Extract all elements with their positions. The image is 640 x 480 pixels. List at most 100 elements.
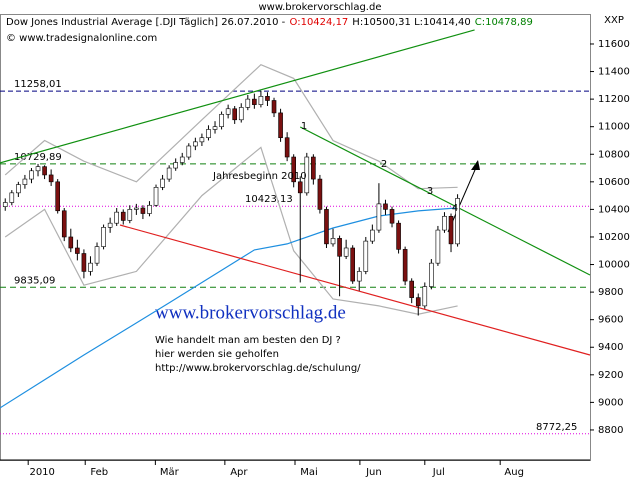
axis-label: XXP	[604, 15, 624, 26]
candle-body	[88, 262, 93, 272]
x-tick-label: Aug	[504, 467, 524, 478]
candle-body	[396, 222, 401, 250]
candle-body	[35, 166, 41, 172]
candle-body	[166, 167, 172, 180]
y-tick-label: 8800	[598, 425, 623, 436]
candle-body	[245, 98, 251, 108]
y-tick-label: 11000	[598, 122, 630, 133]
candle-body	[317, 178, 323, 210]
y-tick-label: 10000	[598, 260, 630, 271]
candle-body	[61, 210, 67, 238]
candle-body	[153, 187, 159, 206]
overlay-line	[119, 224, 591, 356]
candle-body	[120, 211, 126, 221]
candle-body	[435, 229, 441, 264]
y-tick-label: 11200	[598, 94, 630, 105]
candle-body	[193, 141, 198, 147]
candle-body	[429, 262, 434, 287]
candle-body	[383, 203, 388, 210]
candle-body	[127, 209, 133, 221]
candle-body	[350, 247, 355, 282]
candle-body	[311, 156, 316, 180]
annotation: 1	[301, 121, 307, 132]
y-tick-label: 9800	[598, 287, 623, 298]
annotation: 4	[452, 203, 458, 214]
overlay-line	[299, 126, 591, 276]
candle-body	[75, 247, 80, 254]
candle-body	[225, 108, 231, 115]
x-tick-label: Jul	[432, 467, 445, 478]
site-header: www.brokervorschlag.de	[259, 2, 382, 13]
note: Wie handelt man am besten den DJ ?	[155, 335, 341, 346]
candle-body	[252, 98, 257, 105]
candle-body	[160, 178, 165, 188]
candle-body	[101, 227, 106, 247]
candle-body	[42, 166, 47, 176]
candle-body	[297, 181, 303, 194]
candle-body	[278, 112, 283, 139]
level-label: 9835,09	[14, 275, 55, 286]
candle-body	[337, 238, 342, 257]
candle-body	[48, 174, 54, 183]
candle-body	[284, 137, 290, 158]
candle-body	[356, 271, 362, 282]
candle-body	[442, 215, 447, 231]
candle-body	[304, 156, 310, 194]
y-tick-label: 9200	[598, 370, 623, 381]
x-tick-label: 2010	[29, 467, 54, 478]
annotation: 2	[381, 159, 387, 170]
annotation: 3	[427, 186, 433, 197]
y-tick-label: 10800	[598, 149, 630, 160]
y-tick-label: 9400	[598, 342, 623, 353]
candle-body	[140, 207, 146, 214]
candle-body	[363, 240, 369, 272]
candle-body	[199, 137, 205, 143]
chart-title: Dow Jones Industrial Average [.DJI Tägli…	[6, 17, 533, 28]
candle-body	[422, 286, 428, 307]
y-tick-label: 10600	[598, 177, 630, 188]
overlay-line	[0, 207, 458, 409]
candle-body	[173, 162, 178, 169]
candle-body	[389, 209, 395, 224]
y-tick-label: 9000	[598, 397, 623, 408]
y-tick-label: 10400	[598, 204, 630, 215]
candle-body	[114, 211, 119, 224]
x-tick-label: Mär	[160, 467, 180, 478]
candle-body	[22, 178, 28, 185]
level-label: 10423,13	[245, 194, 293, 205]
overlay-line	[0, 29, 475, 164]
level-label: 11258,01	[14, 79, 62, 90]
candle-body	[186, 145, 192, 158]
x-tick-label: Apr	[230, 467, 248, 478]
x-tick-label: Feb	[90, 467, 108, 478]
candle-body	[94, 246, 100, 264]
candle-body	[212, 126, 218, 130]
y-tick-label: 9600	[598, 315, 623, 326]
candle-body	[330, 238, 336, 245]
candle-body	[415, 297, 421, 307]
title-text: Dow Jones Industrial Average [.DJI Tägli…	[6, 17, 286, 28]
candle-body	[107, 222, 113, 228]
candle-body	[271, 100, 277, 114]
overlay-line	[4, 63, 458, 190]
annotation: Jahresbeginn 2010	[212, 171, 307, 182]
candle-body	[206, 129, 211, 139]
candle-body	[238, 107, 244, 121]
copyright: © www.tradesignalonline.com	[6, 33, 157, 44]
candle-body	[147, 204, 152, 214]
candle-body	[402, 249, 408, 282]
candle-body	[179, 156, 185, 163]
overlay-line	[4, 146, 458, 315]
candle-body	[258, 96, 264, 105]
candle-body	[448, 215, 454, 245]
quote: C:10478,89	[475, 17, 533, 28]
watermark: www.brokervorschlag.de	[155, 302, 346, 323]
candle-body	[343, 247, 349, 257]
candle-body	[9, 192, 15, 203]
candle-body	[219, 113, 224, 127]
candle-body	[68, 236, 74, 249]
candle-body	[232, 108, 237, 121]
x-tick-label: Mai	[300, 467, 318, 478]
